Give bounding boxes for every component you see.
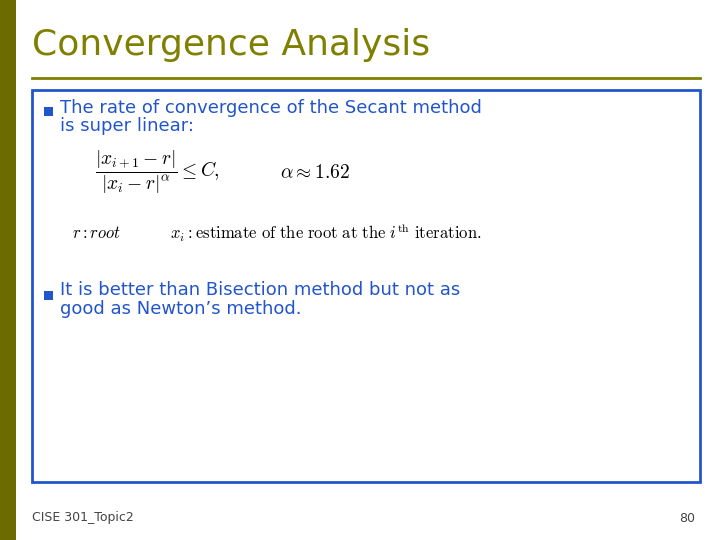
Bar — [0, 0, 16, 540]
Text: $\alpha \approx 1.62$: $\alpha \approx 1.62$ — [280, 163, 350, 181]
Text: CISE 301_Topic2: CISE 301_Topic2 — [32, 511, 134, 524]
Text: is super linear:: is super linear: — [60, 117, 194, 135]
Text: It is better than Bisection method but not as: It is better than Bisection method but n… — [60, 281, 460, 299]
Text: $r : \mathit{root}$: $r : \mathit{root}$ — [72, 224, 121, 242]
Text: $x_i : \mathrm{estimate\ of\ the\ root\ at\ the\ } i^{\mathrm{th}} \mathrm{\ ite: $x_i : \mathrm{estimate\ of\ the\ root\ … — [170, 222, 482, 244]
Bar — [44, 291, 53, 300]
Text: 80: 80 — [679, 511, 695, 524]
Bar — [44, 107, 53, 116]
Text: good as Newton’s method.: good as Newton’s method. — [60, 300, 302, 318]
Text: Convergence Analysis: Convergence Analysis — [32, 28, 430, 62]
Text: $\dfrac{|x_{i+1} - r|}{|x_i - r|^{\alpha}} \leq C,$: $\dfrac{|x_{i+1} - r|}{|x_i - r|^{\alpha… — [95, 148, 220, 195]
FancyBboxPatch shape — [32, 90, 700, 482]
Text: The rate of convergence of the Secant method: The rate of convergence of the Secant me… — [60, 99, 482, 117]
